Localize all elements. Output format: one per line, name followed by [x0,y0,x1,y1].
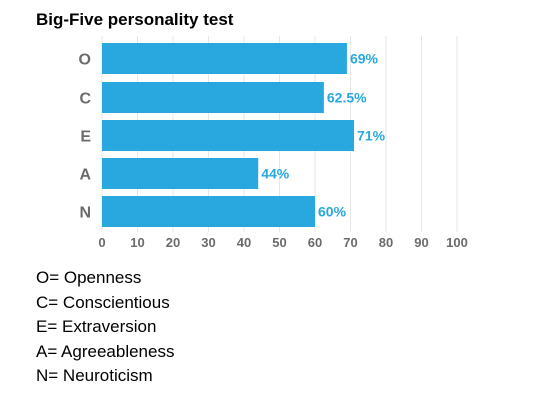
bar-c [102,82,324,113]
x-tick-label-80: 80 [379,235,393,250]
legend: O= Openness C= Conscientious E= Extraver… [36,266,174,389]
bar-e [102,120,355,151]
legend-item-o: O= Openness [36,268,142,287]
bar-chart: 69% O 62.5% C 71% E 44% A 60% N0 10 20 30 40 50 60 70 80 9… [79,36,468,250]
x-tick-label-20: 20 [166,235,180,250]
legend-item-n: N= Neuroticism [36,366,153,385]
x-tick-label-40: 40 [237,235,251,250]
x-tick-label-60: 60 [308,235,322,250]
category-label-a: A [79,167,91,184]
x-tick-label-0: 0 [98,235,105,250]
value-label-c: 62.5% [327,90,367,106]
x-tick-label-30: 30 [201,235,215,250]
x-tick-label-90: 90 [414,235,428,250]
category-label-e: E [80,129,91,146]
chart-title: Big-Five personality test [36,10,234,29]
x-tick-label-70: 70 [343,235,357,250]
value-label-o: 69% [350,51,379,67]
x-tick-label-100: 100 [446,235,468,250]
bar-n [102,196,315,227]
value-label-n: 60% [318,204,347,220]
bar-o [102,43,347,74]
value-label-a: 44% [261,166,290,182]
legend-item-c: C= Conscientious [36,292,170,312]
value-label-e: 71% [357,128,386,144]
category-label-n: N [79,205,91,222]
bar-a [102,158,259,189]
legend-item-e: E= Extraversion [36,317,157,336]
category-label-o: O [79,52,91,69]
x-tick-label-10: 10 [130,235,144,250]
x-tick-label-50: 50 [272,235,286,250]
legend-item-a: A= Agreeableness [36,341,175,361]
category-label-c: C [79,91,91,108]
